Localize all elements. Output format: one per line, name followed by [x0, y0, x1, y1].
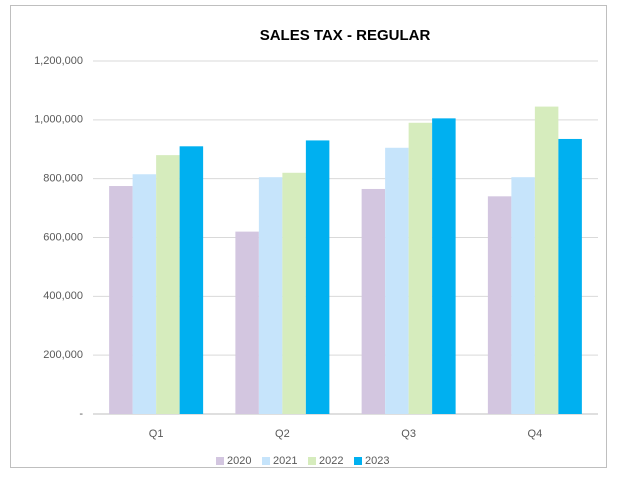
legend-label: 2023 — [365, 455, 389, 467]
chart-title: SALES TAX - REGULAR — [260, 27, 431, 44]
x-tick-label: Q4 — [528, 428, 543, 440]
bar — [156, 155, 180, 414]
y-tick-label: 200,000 — [43, 349, 83, 361]
bar — [132, 174, 157, 414]
bar — [109, 186, 133, 414]
bar — [511, 177, 535, 414]
x-tick-label: Q3 — [401, 428, 416, 440]
bar — [534, 106, 559, 415]
legend-swatch — [308, 457, 316, 465]
legend-swatch — [216, 457, 224, 465]
bar — [282, 172, 306, 414]
y-tick-label: 600,000 — [43, 231, 83, 243]
legend-label: 2020 — [227, 455, 251, 467]
x-tick-label: Q1 — [149, 428, 164, 440]
legend-swatch — [354, 457, 362, 465]
y-tick-label: 400,000 — [43, 290, 83, 302]
legend-swatch — [262, 457, 270, 465]
bar — [179, 146, 204, 414]
legend-label: 2021 — [273, 455, 297, 467]
bar — [385, 147, 409, 414]
y-tick-label: 800,000 — [43, 173, 83, 185]
bar — [432, 118, 456, 415]
x-tick-label: Q2 — [275, 428, 290, 440]
bar — [361, 188, 386, 414]
bar — [408, 122, 433, 415]
y-tick-label: - — [79, 408, 83, 420]
bar — [558, 138, 582, 414]
legend-label: 2022 — [319, 455, 343, 467]
bar — [487, 196, 512, 414]
y-tick-label: 1,000,000 — [34, 114, 83, 126]
bar — [235, 231, 259, 414]
y-tick-label: 1,200,000 — [34, 55, 83, 67]
bar — [258, 177, 283, 414]
bar — [305, 140, 330, 415]
